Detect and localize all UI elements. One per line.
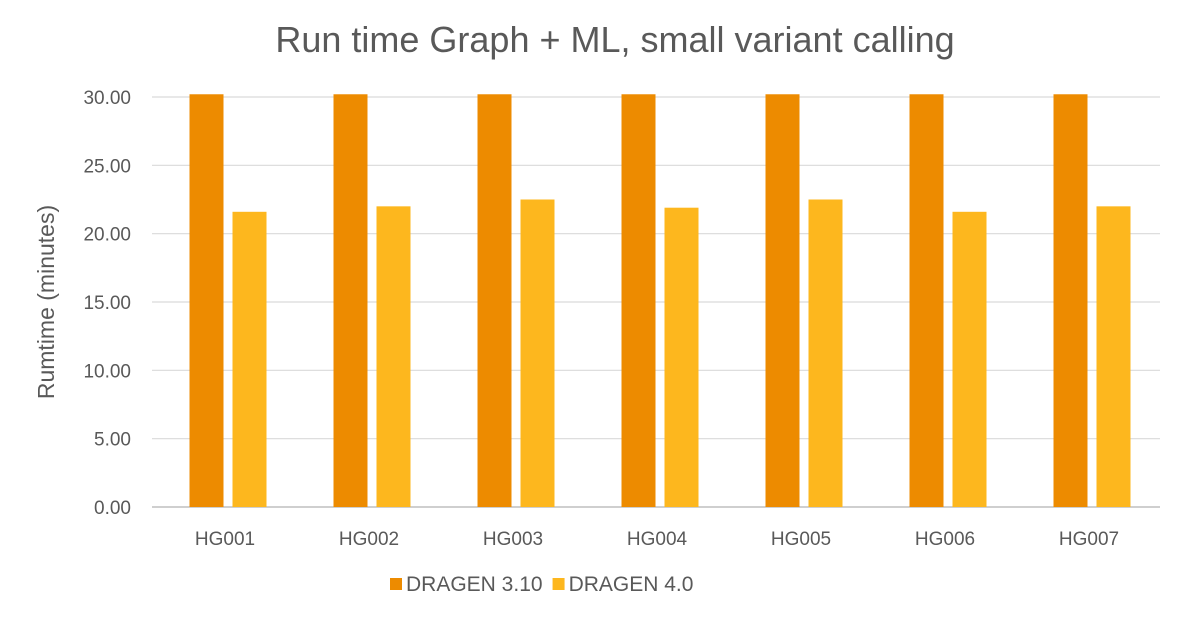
y-axis-label: Rumtime (minutes) xyxy=(33,205,59,399)
x-tick-label: HG002 xyxy=(339,529,399,550)
legend: DRAGEN 3.10 DRAGEN 4.0 xyxy=(390,573,693,596)
chart-title: Run time Graph + ML, small variant calli… xyxy=(275,19,954,60)
y-tick-label: 10.00 xyxy=(83,361,131,382)
y-tick-label: 20.00 xyxy=(83,225,131,246)
bar-hg006-series-1 xyxy=(909,94,944,508)
bar-hg007-series-1 xyxy=(1053,94,1088,508)
legend-label: DRAGEN 3.10 xyxy=(406,573,543,596)
y-tick-label: 0.00 xyxy=(94,498,131,519)
x-tick-label: HG003 xyxy=(483,529,543,550)
y-tick-label: 25.00 xyxy=(83,156,131,177)
legend-label: DRAGEN 4.0 xyxy=(569,573,694,596)
bar-hg003-series-1 xyxy=(477,94,512,508)
bar-hg004-series-1 xyxy=(621,94,656,508)
legend-swatch xyxy=(390,578,402,590)
bar-hg003-series-2 xyxy=(520,199,555,507)
x-tick-label: HG005 xyxy=(771,529,831,550)
x-axis-ticks: HG001 HG002 HG003 HG004 HG005 HG006 HG007 xyxy=(195,529,1119,550)
y-tick-label: 30.00 xyxy=(83,88,131,109)
x-tick-label: HG007 xyxy=(1059,529,1119,550)
bar-hg006-series-2 xyxy=(952,211,987,508)
x-tick-label: HG001 xyxy=(195,529,255,550)
y-axis-ticks: 0.00 5.00 10.00 15.00 20.00 25.00 30.00 xyxy=(83,88,131,519)
bars xyxy=(189,94,1131,508)
y-tick-label: 5.00 xyxy=(94,430,131,451)
legend-swatch xyxy=(552,578,565,590)
x-tick-label: HG006 xyxy=(915,529,975,550)
bar-hg005-series-2 xyxy=(808,199,843,507)
bar-hg005-series-1 xyxy=(765,94,800,508)
bar-hg001-series-1 xyxy=(189,94,224,508)
bar-hg002-series-1 xyxy=(333,94,368,508)
gridlines xyxy=(152,96,1160,508)
y-tick-label: 15.00 xyxy=(83,293,131,314)
bar-hg002-series-2 xyxy=(376,206,411,508)
x-tick-label: HG004 xyxy=(627,529,688,550)
bar-hg004-series-2 xyxy=(664,207,699,507)
bar-hg007-series-2 xyxy=(1096,206,1131,508)
bar-hg001-series-2 xyxy=(232,211,267,508)
